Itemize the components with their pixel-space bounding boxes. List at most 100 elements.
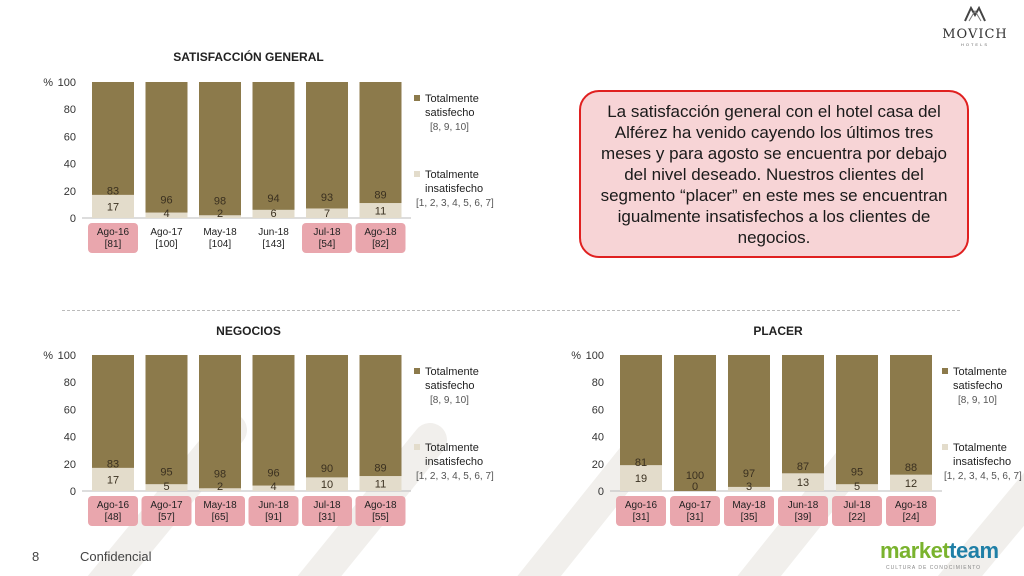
legend-range-satisfecho: [8, 9, 10] — [430, 395, 469, 406]
y-tick-label: 0 — [70, 486, 76, 498]
marketteam-logo-part-b: team — [949, 538, 999, 563]
y-tick-label: 20 — [592, 459, 604, 471]
bar-totalmente-insatisfecho — [782, 473, 824, 491]
bar-totalmente-insatisfecho — [199, 215, 241, 218]
bar-totalmente-insatisfecho — [252, 485, 295, 491]
x-tick-label: Ago-16 — [625, 500, 658, 511]
x-tick-label: Ago-17 — [150, 227, 183, 238]
data-label-insatisfecho: 2 — [217, 208, 223, 220]
bar-totalmente-insatisfecho — [836, 484, 878, 491]
x-tick-label: Ago-17 — [679, 500, 712, 511]
bar-totalmente-insatisfecho — [92, 194, 134, 218]
x-tick-label: Jul-18 — [313, 500, 341, 511]
bar-totalmente-satisfecho — [145, 355, 188, 485]
x-tick-label: Jun-18 — [788, 500, 819, 511]
data-label-satisfecho: 98 — [214, 469, 226, 481]
legend-swatch-insatisfecho — [942, 444, 948, 450]
bar-totalmente-insatisfecho — [359, 476, 402, 491]
section-divider — [62, 310, 960, 311]
sample-size-label: [31] — [633, 512, 650, 523]
y-tick-label: 20 — [64, 186, 76, 198]
bar-totalmente-satisfecho — [782, 355, 824, 474]
category-highlight — [616, 496, 666, 526]
data-label-satisfecho: 88 — [905, 462, 917, 474]
movich-logo-text: MOVICH — [942, 27, 1008, 42]
sample-size-label: [82] — [372, 239, 389, 250]
category-highlight — [88, 496, 138, 526]
bar-totalmente-insatisfecho — [728, 486, 770, 491]
bar-totalmente-satisfecho — [145, 82, 188, 213]
category-highlight — [141, 496, 192, 526]
sample-size-label: [31] — [319, 512, 336, 523]
y-tick-label: 80 — [64, 377, 76, 389]
sample-size-label: [22] — [849, 512, 866, 523]
legend-swatch-satisfecho — [414, 368, 420, 374]
bar-totalmente-satisfecho — [92, 82, 134, 195]
movich-logo-mark — [964, 5, 986, 22]
bar-totalmente-satisfecho — [836, 355, 878, 485]
legend-label-satisfecho: Totalmente — [953, 366, 1007, 378]
data-label-insatisfecho: 4 — [270, 481, 276, 493]
bar-totalmente-satisfecho — [199, 355, 241, 489]
y-tick-label: 0 — [70, 213, 76, 225]
data-label-insatisfecho: 5 — [163, 481, 169, 493]
data-label-insatisfecho: 19 — [635, 473, 647, 485]
category-highlight — [886, 496, 936, 526]
legend-swatch-satisfecho — [942, 368, 948, 374]
movich-logo-subtext: HOTELS — [960, 42, 989, 47]
y-tick-label: 20 — [64, 459, 76, 471]
legend-swatch-insatisfecho — [414, 171, 420, 177]
bar-totalmente-satisfecho — [252, 355, 295, 486]
bar-totalmente-insatisfecho — [306, 477, 348, 491]
bar-totalmente-satisfecho — [252, 82, 295, 210]
bar-totalmente-satisfecho — [620, 355, 662, 466]
legend-label-satisfecho: Totalmente — [425, 93, 479, 105]
y-tick-label: 100 — [58, 350, 76, 362]
category-highlight — [832, 496, 882, 526]
data-label-insatisfecho: 10 — [321, 479, 333, 491]
data-label-insatisfecho: 13 — [797, 477, 809, 489]
sample-size-label: [57] — [158, 512, 175, 523]
bar-totalmente-insatisfecho — [92, 467, 134, 491]
chart-negocios: NEGOCIOS 0 20 40 60 80 100% 83 17 Ago-16[48] 95 5 Ag… — [43, 324, 494, 526]
category-highlight — [724, 496, 774, 526]
legend-range-insatisfecho: [1, 2, 3, 4, 5, 6, 7] — [416, 198, 494, 209]
x-tick-label: Jul-18 — [313, 227, 341, 238]
data-label-satisfecho: 98 — [214, 196, 226, 208]
data-label-satisfecho: 83 — [107, 185, 119, 197]
sample-size-label: [55] — [372, 512, 389, 523]
insight-callout-text: La satisfacción general con el hotel cas… — [600, 101, 948, 247]
bar-totalmente-insatisfecho — [890, 474, 932, 491]
category-highlight — [670, 496, 720, 526]
chart-title: PLACER — [753, 324, 803, 338]
chart-title: NEGOCIOS — [216, 324, 281, 338]
data-label-satisfecho: 94 — [267, 193, 279, 205]
x-tick-label: May-18 — [732, 500, 766, 511]
x-tick-label: Ago-16 — [97, 227, 130, 238]
chart-placer: PLACER020406080100%8119Ago-16[31]1000Ago… — [571, 324, 1022, 526]
x-tick-label: Jul-18 — [843, 500, 871, 511]
legend-label-satisfecho: satisfecho — [425, 107, 475, 119]
legend-range-satisfecho: [8, 9, 10] — [430, 122, 469, 133]
category-highlight — [195, 496, 245, 526]
bar-totalmente-insatisfecho — [145, 212, 188, 218]
y-tick-label: 100 — [58, 77, 76, 89]
y-tick-label: 0 — [598, 486, 604, 498]
data-label-satisfecho: 97 — [743, 468, 755, 480]
bar-totalmente-insatisfecho — [306, 208, 348, 218]
data-label-insatisfecho: 11 — [375, 479, 386, 491]
bar-totalmente-satisfecho — [92, 355, 134, 468]
data-label-insatisfecho: 2 — [217, 481, 223, 493]
data-label-insatisfecho: 0 — [692, 481, 698, 493]
y-axis-unit: % — [43, 77, 53, 89]
marketteam-logo-subtext: CULTURA DE CONOCIMIENTO — [886, 565, 982, 571]
x-tick-label: May-18 — [203, 227, 237, 238]
chart-title: SATISFACCIÓN GENERAL — [173, 49, 323, 64]
data-label-insatisfecho: 3 — [746, 481, 752, 493]
sample-size-label: [54] — [319, 239, 336, 250]
marketteam-logo: marketteam CULTURA DE CONOCIMIENTO — [880, 530, 1020, 574]
legend-swatch-satisfecho — [414, 95, 420, 101]
sample-size-label: [81] — [105, 239, 122, 250]
category-highlight — [302, 223, 352, 253]
x-tick-label: May-18 — [203, 500, 237, 511]
